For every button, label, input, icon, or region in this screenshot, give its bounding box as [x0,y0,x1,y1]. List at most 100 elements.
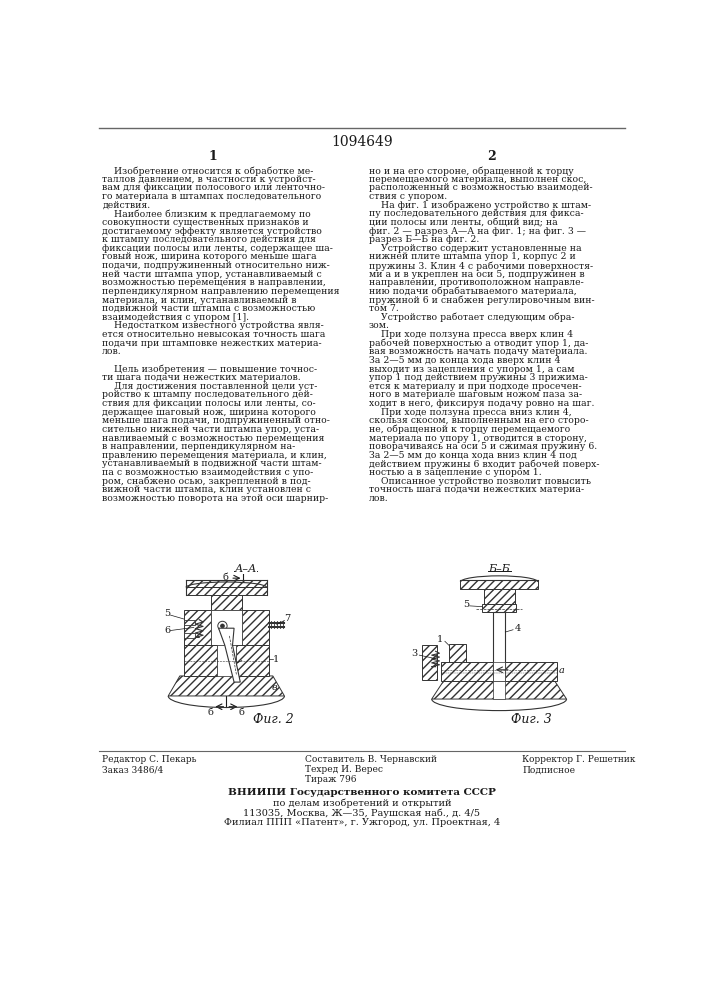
Text: а: а [559,666,565,675]
Text: Редактор С. Пекарь: Редактор С. Пекарь [103,755,197,764]
Bar [217,645,235,676]
Bar [493,662,506,681]
Text: па с возможностью взаимодействия с упо-: па с возможностью взаимодействия с упо- [103,468,314,477]
Text: Описанное устройство позволит повысить: Описанное устройство позволит повысить [369,477,591,486]
Text: рабочей поверхностью а отводит упор 1, да-: рабочей поверхностью а отводит упор 1, д… [369,339,588,348]
Text: 2: 2 [487,150,496,163]
Text: 4: 4 [515,624,521,633]
Text: перпендикулярном направлению перемещения: перпендикулярном направлению перемещения [103,287,340,296]
Text: точность шага подачи нежестких материа-: точность шага подачи нежестких материа- [369,485,584,494]
Text: зом.: зом. [369,321,390,330]
Text: подвижной части штампа с возможностью: подвижной части штампа с возможностью [103,304,315,313]
Text: ми а и в укреплен на оси 5, подпружинен в: ми а и в укреплен на оси 5, подпружинен … [369,270,585,279]
Text: Подписное: Подписное [522,765,575,774]
Bar [482,604,516,612]
Text: совокупности существенных признаков и: совокупности существенных признаков и [103,218,309,227]
Text: взаимодействия с упором [1].: взаимодействия с упором [1]. [103,313,250,322]
Text: б: б [239,708,245,717]
Text: Устройство работает следующим обра-: Устройство работает следующим обра- [369,313,574,322]
Text: При ходе ползуна пресса вверх клин 4: При ходе ползуна пресса вверх клин 4 [369,330,573,339]
Text: Заказ 3486/4: Заказ 3486/4 [103,765,163,774]
Text: 5: 5 [165,609,170,618]
Text: возможностью поворота на этой оси шарнир-: возможностью поворота на этой оси шарнир… [103,494,329,503]
Text: вая возможность начать подачу материала.: вая возможность начать подачу материала. [369,347,588,356]
Ellipse shape [218,621,227,631]
Text: На фиг. 1 изображено устройство к штам-: На фиг. 1 изображено устройство к штам- [369,201,591,210]
Text: Тираж 796: Тираж 796 [305,775,357,784]
Text: вижной части штампа, клин установлен с: вижной части штампа, клин установлен с [103,485,311,494]
Polygon shape [218,628,240,682]
Text: меньше шага подачи, подпружиненный отно-: меньше шага подачи, подпружиненный отно- [103,416,330,425]
Text: выходит из зацепления с упором 1, а сам: выходит из зацепления с упором 1, а сам [369,365,574,374]
Text: 1: 1 [273,654,279,664]
Text: ВНИИПИ Государственного комитета СССР: ВНИИПИ Государственного комитета СССР [228,788,496,797]
Text: пружины 3. Клин 4 с рабочими поверхностя-: пружины 3. Клин 4 с рабочими поверхностя… [369,261,593,271]
Text: ного в материале шаговым ножом паза за-: ного в материале шаговым ножом паза за- [369,390,582,399]
Text: За 2—5 мм до конца хода вниз клин 4 под: За 2—5 мм до конца хода вниз клин 4 под [369,451,577,460]
Text: нию подачи обрабатываемого материала,: нию подачи обрабатываемого материала, [369,287,576,296]
Text: 6: 6 [165,626,170,635]
Bar [493,612,506,677]
Text: пу последовательного действия для фикса-: пу последовательного действия для фикса- [369,209,583,218]
Text: направлении, противоположном направле-: направлении, противоположном направле- [369,278,584,287]
Polygon shape [186,580,267,587]
Text: материала по упору 1, отводится в сторону,: материала по упору 1, отводится в сторон… [369,434,587,443]
Text: Б–Б: Б–Б [489,564,510,574]
Bar [184,633,195,638]
Text: достигаемому эффекту является устройство: достигаемому эффекту является устройство [103,227,322,236]
Text: Корректор Г. Решетник: Корректор Г. Решетник [522,755,636,764]
Text: перемещаемого материала, выполнен скос,: перемещаемого материала, выполнен скос, [369,175,586,184]
Text: ней части штампа упор, устанавливаемый с: ней части штампа упор, устанавливаемый с [103,270,322,279]
Text: в направлении, перпендикулярном на-: в направлении, перпендикулярном на- [103,442,296,451]
Text: За 2—5 мм до конца хода вверх клин 4: За 2—5 мм до конца хода вверх клин 4 [369,356,561,365]
Ellipse shape [221,624,224,628]
Text: фиг. 2 — разрез А—А на фиг. 1; на фиг. 3 —: фиг. 2 — разрез А—А на фиг. 1; на фиг. 3… [369,227,586,236]
Text: ностью а в зацепление с упором 1.: ностью а в зацепление с упором 1. [369,468,542,477]
Bar [211,595,242,610]
Bar [421,645,437,680]
Text: фиксации полосы или ленты, содержащее ша-: фиксации полосы или ленты, содержащее ша… [103,244,333,253]
Bar [184,610,211,645]
Text: сительно нижней части штампа упор, уста-: сительно нижней части штампа упор, уста- [103,425,320,434]
Text: говый нож, ширина которого меньше шага: говый нож, ширина которого меньше шага [103,252,317,261]
Text: ройство к штампу последовательного дей-: ройство к штампу последовательного дей- [103,390,313,399]
Bar [235,645,269,676]
Bar [449,644,466,663]
Text: 7: 7 [284,614,291,623]
Text: Изобретение относится к обработке ме-: Изобретение относится к обработке ме- [103,166,314,176]
Bar [441,662,493,681]
Text: б: б [223,573,228,582]
Polygon shape [432,681,566,699]
Text: по делам изобретений и открытий: по делам изобретений и открытий [273,798,451,808]
Text: подачи при штамповке нежестких материа-: подачи при штамповке нежестких материа- [103,339,322,348]
Text: Фиг. 2: Фиг. 2 [253,713,294,726]
Text: б: б [208,708,214,717]
Text: разрез Б—Б на фиг. 2.: разрез Б—Б на фиг. 2. [369,235,479,244]
Text: но и на его стороне, обращенной к торцу: но и на его стороне, обращенной к торцу [369,166,573,176]
Text: навливаемый с возможностью перемещения: навливаемый с возможностью перемещения [103,434,325,443]
Text: вам для фиксации полосового или ленточно-: вам для фиксации полосового или ленточно… [103,183,325,192]
Bar [493,681,506,699]
Text: расположенный с возможностью взаимодей-: расположенный с возможностью взаимодей- [369,183,592,192]
Text: Техред И. Верес: Техред И. Верес [305,765,383,774]
Text: Фиг. 3: Фиг. 3 [510,713,551,726]
Text: ствия с упором.: ствия с упором. [369,192,447,201]
Text: ствия для фиксации полосы или ленты, со-: ствия для фиксации полосы или ленты, со- [103,399,316,408]
Text: поворачиваясь на оси 5 и сжимая пружину 6.: поворачиваясь на оси 5 и сжимая пружину … [369,442,597,451]
Text: лов.: лов. [103,347,122,356]
Text: Устройство содержит установленные на: Устройство содержит установленные на [369,244,582,253]
Text: нижней плите штампа упор 1, корпус 2 и: нижней плите штампа упор 1, корпус 2 и [369,252,575,261]
Text: в: в [271,683,277,692]
Text: Составитель В. Чернавский: Составитель В. Чернавский [305,755,438,764]
Text: упор 1 под действием пружины 3 прижима-: упор 1 под действием пружины 3 прижима- [369,373,588,382]
Text: 1: 1 [208,150,217,163]
Bar [242,610,269,645]
Text: ется относительно невысокая точность шага: ется относительно невысокая точность шаг… [103,330,326,339]
Text: подачи, подпружиненный относительно ниж-: подачи, подпружиненный относительно ниж- [103,261,330,270]
Text: А–А: А–А [235,564,257,574]
Text: ром, снабжено осью, закрепленной в под-: ром, снабжено осью, закрепленной в под- [103,477,311,486]
Text: возможностью перемещения в направлении,: возможностью перемещения в направлении, [103,278,326,287]
Bar [211,610,242,645]
Text: действия.: действия. [103,201,151,210]
Text: не, обращенной к торцу перемещаемого: не, обращенной к торцу перемещаемого [369,425,570,434]
